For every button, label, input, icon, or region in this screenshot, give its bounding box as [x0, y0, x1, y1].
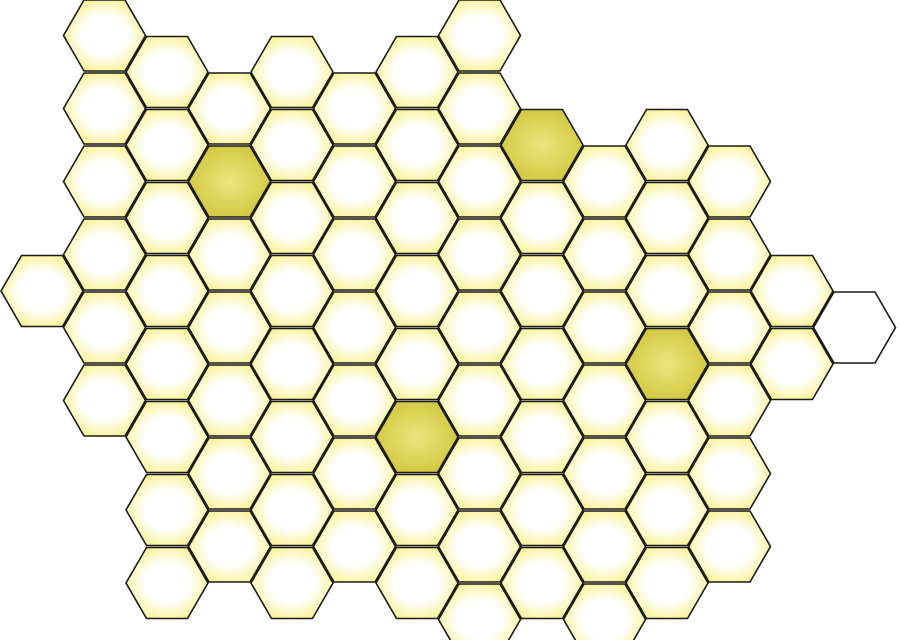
honeycomb-cell: [62, 145, 147, 218]
honeycomb-cell-highlighted: [500, 108, 584, 182]
honeycomb-cell: [187, 364, 272, 437]
honeycomb-cell: [250, 181, 334, 255]
honeycomb-cell: [0, 254, 84, 328]
honeycomb-cell: [687, 364, 772, 437]
honeycomb-cell: [437, 0, 522, 72]
honeycomb-cell: [62, 291, 147, 364]
honeycomb-cell: [687, 437, 772, 510]
honeycomb-cell: [250, 35, 334, 109]
honeycomb-cell: [375, 254, 459, 328]
honeycomb-cell: [562, 583, 647, 640]
honeycomb-cell: [500, 546, 584, 620]
honeycomb-cell: [437, 583, 522, 640]
honeycomb-cell: [375, 473, 459, 547]
honeycomb-cell: [750, 254, 834, 328]
honeycomb-cell: [437, 364, 522, 437]
honeycomb-cell: [562, 291, 647, 364]
honeycomb-cell: [437, 437, 522, 510]
honeycomb-cell: [687, 218, 772, 291]
honeycomb-cell: [187, 291, 272, 364]
honeycomb-cell: [437, 291, 522, 364]
honeycomb-cell: [687, 291, 772, 364]
honeycomb-cell: [250, 327, 334, 401]
honeycomb-cell: [625, 108, 709, 182]
honeycomb-cell: [312, 291, 397, 364]
honeycomb-cell: [437, 510, 522, 583]
honeycomb-cell: [125, 546, 209, 620]
honeycomb-cell: [562, 218, 647, 291]
honeycomb-cell: [750, 327, 834, 401]
honeycomb-cell: [375, 327, 459, 401]
honeycomb-cell: [250, 254, 334, 328]
honeycomb-cell: [687, 510, 772, 583]
honeycomb-cell: [187, 510, 272, 583]
honeycomb-cell-highlighted: [375, 400, 459, 474]
honeycomb-cell-highlighted: [187, 145, 272, 218]
honeycomb-cell: [125, 400, 209, 474]
honeycomb-cell: [312, 437, 397, 510]
honeycomb-cell: [562, 510, 647, 583]
honeycomb-cell: [187, 72, 272, 145]
honeycomb-cell: [437, 145, 522, 218]
honeycomb-cell: [500, 181, 584, 255]
honeycomb-cell: [312, 72, 397, 145]
honeycomb-cell: [687, 145, 772, 218]
honeycomb-cell: [250, 546, 334, 620]
honeycomb-cell: [562, 145, 647, 218]
honeycomb-cell: [312, 510, 397, 583]
honeycomb-cell: [375, 108, 459, 182]
honeycomb-cell: [375, 35, 459, 109]
honeycomb-cell: [125, 327, 209, 401]
honeycomb-cell: [62, 218, 147, 291]
honeycomb-cell: [187, 218, 272, 291]
honeycomb-cell: [562, 437, 647, 510]
honeycomb-cell: [125, 181, 209, 255]
honeycomb-cell: [312, 145, 397, 218]
honeycomb-cell: [125, 35, 209, 109]
honeycomb-cell: [437, 218, 522, 291]
honeycomb-cell: [125, 254, 209, 328]
honeycomb-cell: [625, 400, 709, 474]
honeycomb-cell: [500, 254, 584, 328]
honeycomb-cell: [62, 364, 147, 437]
honeycomb-cell: [375, 546, 459, 620]
honeycomb-cell: [62, 0, 147, 72]
honeycomb-cell: [125, 108, 209, 182]
honeycomb-cell: [625, 254, 709, 328]
honeycomb-cell-highlighted: [625, 327, 709, 401]
honeycomb-cell: [500, 400, 584, 474]
honeycomb-cell: [625, 546, 709, 620]
honeycomb-cell: [250, 400, 334, 474]
honeycomb-cell: [312, 218, 397, 291]
honeycomb-cell: [562, 364, 647, 437]
honeycomb-cell: [312, 364, 397, 437]
honeycomb-cell: [375, 181, 459, 255]
honeycomb-cell: [187, 437, 272, 510]
honeycomb-cell: [437, 72, 522, 145]
honeycomb-cell: [250, 108, 334, 182]
honeycomb-cell: [125, 473, 209, 547]
honeycomb-cell-empty: [812, 291, 897, 364]
honeycomb-cell: [250, 473, 334, 547]
honeycomb-cell: [500, 473, 584, 547]
honeycomb-cell: [625, 181, 709, 255]
honeycomb-cell: [62, 72, 147, 145]
honeycomb-cell: [500, 327, 584, 401]
honeycomb-cell: [625, 473, 709, 547]
